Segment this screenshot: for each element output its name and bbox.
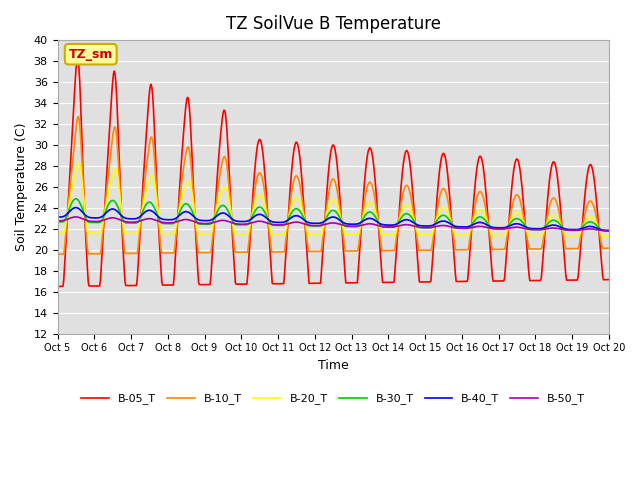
Title: TZ SoilVue B Temperature: TZ SoilVue B Temperature xyxy=(226,15,441,33)
B-30_T xyxy=(605,228,612,234)
B-10_T xyxy=(63,212,71,217)
B-30_T xyxy=(206,221,214,227)
B-05_T xyxy=(206,282,214,288)
B-50_T xyxy=(72,214,80,220)
B-20_T xyxy=(54,230,61,236)
Line: B-05_T: B-05_T xyxy=(58,58,609,287)
B-30_T xyxy=(72,196,80,202)
B-05_T xyxy=(74,55,81,61)
B-40_T xyxy=(417,223,425,228)
B-05_T xyxy=(177,165,185,170)
B-50_T xyxy=(605,228,612,234)
B-30_T xyxy=(63,211,71,217)
B-10_T xyxy=(401,184,409,190)
Line: B-50_T: B-50_T xyxy=(58,217,609,231)
B-50_T xyxy=(417,225,425,230)
B-05_T xyxy=(605,277,612,283)
B-50_T xyxy=(401,222,409,228)
Line: B-10_T: B-10_T xyxy=(58,117,609,254)
B-40_T xyxy=(54,214,61,220)
B-05_T xyxy=(417,279,425,285)
B-50_T xyxy=(63,216,71,222)
B-10_T xyxy=(206,250,214,255)
B-20_T xyxy=(206,231,214,237)
B-05_T xyxy=(63,212,71,218)
B-20_T xyxy=(417,232,425,238)
B-20_T xyxy=(177,198,185,204)
B-40_T xyxy=(121,215,129,221)
B-30_T xyxy=(401,211,409,217)
Line: B-20_T: B-20_T xyxy=(58,163,609,236)
B-10_T xyxy=(605,245,612,251)
B-10_T xyxy=(177,185,185,191)
B-20_T xyxy=(63,211,71,216)
B-10_T xyxy=(417,247,425,253)
B-40_T xyxy=(401,217,409,223)
B-40_T xyxy=(72,205,80,211)
Text: TZ_sm: TZ_sm xyxy=(68,48,113,61)
B-40_T xyxy=(177,211,185,217)
B-40_T xyxy=(63,211,71,216)
B-50_T xyxy=(121,219,129,225)
B-20_T xyxy=(75,160,83,166)
B-40_T xyxy=(206,217,214,223)
B-20_T xyxy=(605,233,612,239)
B-05_T xyxy=(401,152,409,157)
B-10_T xyxy=(54,252,61,257)
B-30_T xyxy=(177,206,185,212)
B-50_T xyxy=(206,220,214,226)
B-10_T xyxy=(74,114,82,120)
B-05_T xyxy=(54,284,61,289)
Line: B-30_T: B-30_T xyxy=(58,199,609,231)
B-30_T xyxy=(54,219,61,225)
B-05_T xyxy=(121,279,129,285)
B-30_T xyxy=(121,220,129,226)
B-30_T xyxy=(417,225,425,230)
B-40_T xyxy=(605,228,612,233)
Y-axis label: Soil Temperature (C): Soil Temperature (C) xyxy=(15,122,28,251)
B-10_T xyxy=(121,250,129,256)
B-50_T xyxy=(54,218,61,224)
X-axis label: Time: Time xyxy=(318,359,349,372)
Line: B-40_T: B-40_T xyxy=(58,208,609,230)
B-20_T xyxy=(121,230,129,236)
B-20_T xyxy=(401,203,409,209)
B-50_T xyxy=(177,217,185,223)
Legend: B-05_T, B-10_T, B-20_T, B-30_T, B-40_T, B-50_T: B-05_T, B-10_T, B-20_T, B-30_T, B-40_T, … xyxy=(77,389,589,409)
